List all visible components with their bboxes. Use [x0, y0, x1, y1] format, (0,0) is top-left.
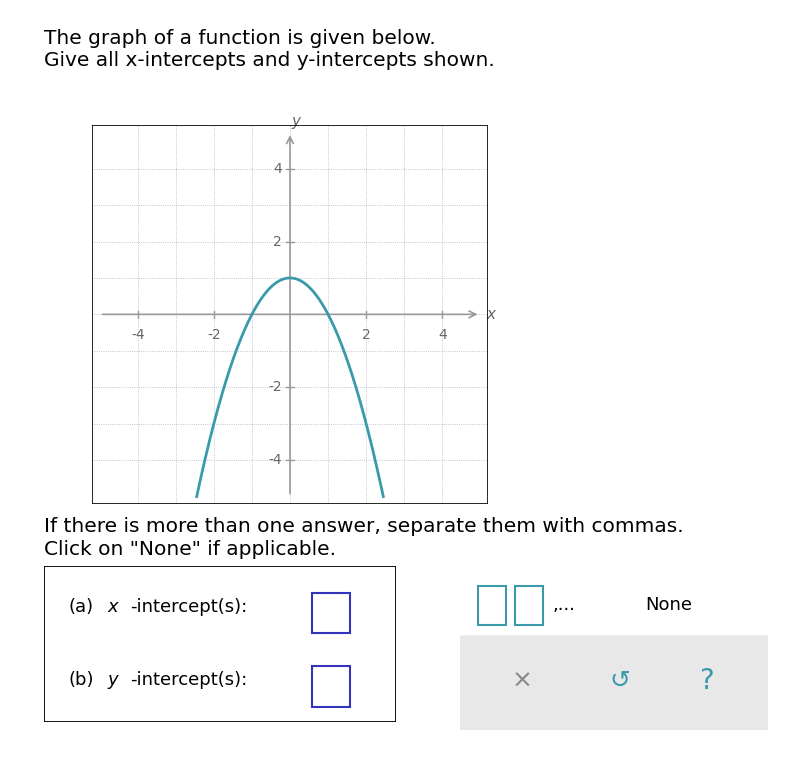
Text: x: x: [486, 307, 495, 322]
Text: ,...: ,...: [552, 597, 575, 615]
Text: y: y: [107, 671, 118, 690]
Text: 4: 4: [273, 162, 282, 176]
Text: Give all x-intercepts and y-intercepts shown.: Give all x-intercepts and y-intercepts s…: [44, 51, 494, 70]
Bar: [311, 593, 350, 633]
Text: -4: -4: [131, 328, 145, 342]
Text: ?: ?: [699, 667, 714, 695]
Text: x: x: [107, 597, 118, 616]
Text: 4: 4: [438, 328, 446, 342]
Text: -intercept(s):: -intercept(s):: [130, 671, 247, 690]
Text: -intercept(s):: -intercept(s):: [130, 597, 247, 616]
Text: ↺: ↺: [610, 669, 630, 693]
Text: -2: -2: [268, 380, 282, 394]
FancyBboxPatch shape: [454, 636, 774, 734]
FancyBboxPatch shape: [454, 551, 774, 734]
Text: None: None: [645, 597, 692, 615]
Text: (a): (a): [69, 597, 94, 616]
Text: y: y: [291, 113, 300, 129]
Text: If there is more than one answer, separate them with commas.: If there is more than one answer, separa…: [44, 517, 684, 536]
Text: Click on "None" if applicable.: Click on "None" if applicable.: [44, 540, 336, 559]
Bar: [515, 586, 543, 625]
Text: ×: ×: [511, 669, 532, 693]
Bar: [478, 586, 506, 625]
Bar: [92, 125, 488, 504]
Bar: [311, 666, 350, 707]
Text: 2: 2: [362, 328, 370, 342]
Text: -2: -2: [207, 328, 221, 342]
Text: -4: -4: [268, 453, 282, 467]
Text: (b): (b): [69, 671, 94, 690]
Text: The graph of a function is given below.: The graph of a function is given below.: [44, 29, 436, 48]
Text: 2: 2: [273, 234, 282, 248]
